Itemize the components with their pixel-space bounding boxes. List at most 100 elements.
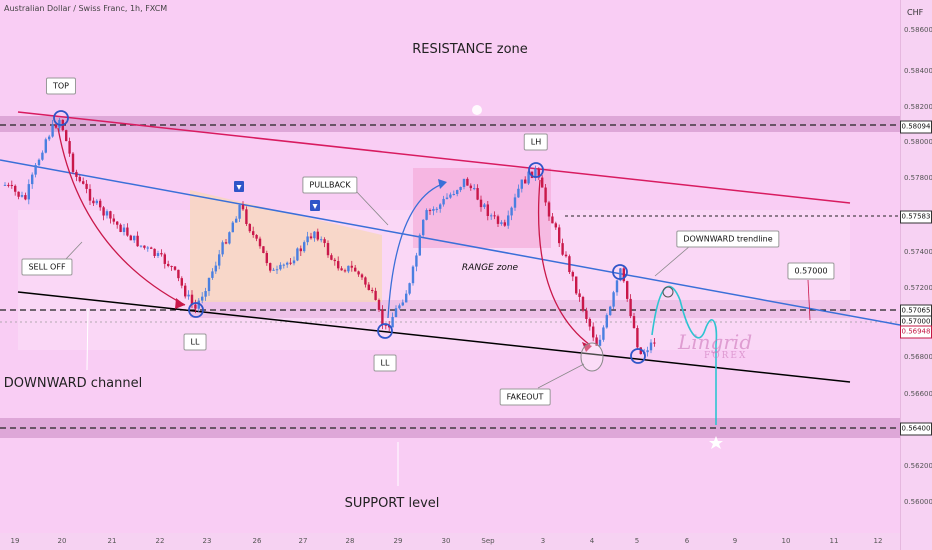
candle-body (646, 350, 649, 353)
candle-body (585, 310, 588, 319)
candle-body (78, 176, 81, 182)
candle-body (34, 165, 37, 175)
candle-body (554, 223, 557, 228)
ll1-marker (188, 302, 204, 318)
candle-body (456, 190, 459, 195)
lh-marker (528, 162, 544, 178)
target-label: 0.57000 (787, 262, 835, 280)
candle-body (167, 263, 170, 266)
candle-body (3, 184, 7, 186)
price-tick: 0.57200 (904, 284, 932, 292)
candle-body (598, 339, 602, 346)
candle-body (350, 265, 353, 268)
projection-target-marker (662, 286, 674, 298)
candle-body (622, 268, 625, 282)
candle-body (547, 202, 551, 217)
candle-body (340, 268, 343, 271)
candle-body (524, 179, 527, 184)
candle-body (381, 309, 384, 325)
price-axis[interactable] (900, 0, 932, 550)
candle-body (112, 218, 115, 222)
candle-body (405, 293, 408, 303)
price-tick: 0.56000 (904, 498, 932, 506)
candle-body (605, 315, 608, 328)
price-level-tag: 0.57583 (900, 210, 932, 224)
candle-body (408, 283, 411, 294)
date-tick: 12 (873, 537, 883, 545)
candle-body (269, 263, 272, 271)
downward-trendline (0, 159, 901, 326)
candle-body (333, 259, 336, 262)
candle-body (37, 159, 41, 166)
candle-body (180, 278, 183, 286)
candle-body (541, 177, 544, 188)
candle-body (170, 265, 173, 267)
candle-body (371, 290, 374, 292)
price-tick: 0.58000 (904, 138, 932, 146)
candle-body (360, 274, 364, 278)
candle-body (272, 269, 275, 271)
candle-body (384, 324, 387, 326)
candle-body (629, 298, 632, 317)
date-tick: 27 (298, 537, 308, 545)
candle-body (44, 139, 47, 153)
candle-body (462, 178, 466, 187)
candle-body (653, 342, 656, 344)
date-tick: 9 (732, 537, 738, 545)
candle-body (568, 256, 571, 273)
candle-body (534, 168, 537, 178)
candle-body (292, 260, 296, 264)
candle-body (31, 174, 34, 185)
channel-bottom-line (17, 291, 851, 383)
candle-body (241, 204, 245, 210)
resistance-label: RESISTANCE zone (412, 42, 528, 57)
trendline-callout (654, 245, 691, 277)
candle-body (68, 141, 71, 154)
candle-body (367, 284, 370, 291)
candle-body (136, 235, 139, 247)
candle-body (493, 215, 496, 217)
candle-body (139, 245, 143, 247)
candle-body (476, 188, 479, 200)
price-tick: 0.56800 (904, 353, 932, 361)
fakeout-callout (537, 363, 585, 389)
candle-body (75, 171, 78, 177)
candle-body (279, 264, 282, 270)
candle-body (398, 305, 401, 309)
candle-body (496, 216, 500, 224)
candle-body (231, 222, 234, 233)
candle-body (265, 253, 268, 264)
candle-body (445, 197, 449, 199)
candle-body (592, 326, 595, 338)
candle-body (313, 231, 316, 239)
candle-body (258, 238, 262, 247)
candle-body (201, 296, 204, 301)
candle-body (88, 188, 92, 201)
candle-body (483, 204, 486, 208)
candle-body (122, 227, 126, 232)
candle-body (248, 224, 251, 232)
date-tick: 6 (684, 537, 690, 545)
candle-body (286, 262, 289, 265)
candle-body (411, 266, 415, 284)
candle-body (58, 119, 61, 128)
candle-body (197, 300, 200, 309)
date-axis[interactable] (0, 533, 900, 550)
candle-body (126, 227, 129, 236)
candle-body (632, 316, 636, 329)
fakeout-arrow-head (582, 342, 592, 352)
candle-body (207, 277, 211, 292)
candle-body (238, 204, 241, 219)
candle-body (27, 184, 30, 200)
candle-body (316, 231, 319, 240)
date-tick: 5 (634, 537, 640, 545)
candle-body (163, 254, 166, 264)
candle-body (252, 231, 255, 235)
candle-body (432, 209, 435, 211)
candle-body (425, 210, 428, 220)
date-tick: 20 (57, 537, 67, 545)
candle-body (544, 187, 547, 203)
candle-body (275, 269, 279, 271)
candle-body (65, 130, 68, 142)
candle-body (636, 328, 639, 348)
